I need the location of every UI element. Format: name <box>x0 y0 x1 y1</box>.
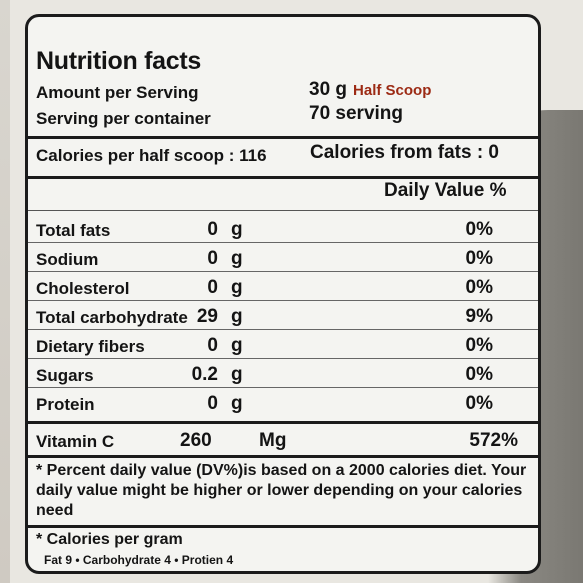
row-divider <box>28 358 538 359</box>
nutrient-amount: 29 <box>196 306 218 327</box>
vitamin-name: Vitamin C <box>36 432 115 451</box>
nutrient-amount: 0.2 <box>191 364 218 385</box>
nutrient-daily-value: 0% <box>465 277 493 298</box>
nutrient-name: Total fats <box>36 221 111 240</box>
nutrient-row-total-fats: Total fats 0 g 0% <box>28 214 538 243</box>
nutrient-row-total-carbohydrate: Total carbohydrate 29 g 9% <box>28 301 538 330</box>
divider <box>28 176 538 179</box>
row-divider <box>28 300 538 301</box>
divider <box>28 210 538 211</box>
nutrient-row-dietary-fibers: Dietary fibers 0 g 0% <box>28 330 538 359</box>
nutrient-daily-value: 0% <box>465 219 493 240</box>
divider <box>28 421 538 424</box>
nutrient-amount: 0 <box>207 277 218 298</box>
daily-value-footnote: * Percent daily value (DV%)is based on a… <box>36 462 527 519</box>
label-title: Nutrition facts <box>36 47 201 75</box>
nutrient-name: Dietary fibers <box>36 337 145 356</box>
calories-from-fats: Calories from fats : 0 <box>310 142 499 163</box>
nutrient-daily-value: 0% <box>465 248 493 269</box>
servings-label: Serving per container <box>36 109 211 128</box>
nutrient-unit: g <box>231 335 243 356</box>
background-edge <box>0 0 10 583</box>
row-divider <box>28 329 538 330</box>
nutrient-daily-value: 0% <box>465 364 493 385</box>
amount-per-serving-label: Amount per Serving <box>36 83 199 102</box>
nutrient-amount: 0 <box>207 393 218 414</box>
nutrient-daily-value: 9% <box>465 306 493 327</box>
nutrient-unit: g <box>231 393 243 414</box>
nutrient-name: Protein <box>36 395 95 414</box>
nutrient-daily-value: 0% <box>465 335 493 356</box>
calories-per-half-scoop: Calories per half scoop : 116 <box>36 146 267 165</box>
daily-value-header: Daily Value % <box>384 180 507 201</box>
nutrient-unit: g <box>231 306 243 327</box>
nutrient-amount: 0 <box>207 248 218 269</box>
nutrient-row-cholesterol: Cholesterol 0 g 0% <box>28 272 538 301</box>
divider <box>28 136 538 139</box>
vitamin-c-row: Vitamin C 260 Mg 572% <box>28 425 538 455</box>
nutrient-row-sodium: Sodium 0 g 0% <box>28 243 538 272</box>
nutrient-row-protein: Protein 0 g 0% <box>28 388 538 417</box>
calories-per-gram-label: * Calories per gram <box>36 531 183 548</box>
nutrient-row-sugars: Sugars 0.2 g 0% <box>28 359 538 388</box>
nutrient-unit: g <box>231 364 243 385</box>
calories-per-gram-values: Fat 9 • Carbohydrate 4 • Protien 4 <box>44 553 234 567</box>
divider <box>28 525 538 528</box>
row-divider <box>28 242 538 243</box>
nutrient-daily-value: 0% <box>465 393 493 414</box>
divider <box>28 455 538 458</box>
row-divider <box>28 387 538 388</box>
nutrient-name: Cholesterol <box>36 279 130 298</box>
half-scoop-note: Half Scoop <box>353 82 432 99</box>
nutrient-name: Sodium <box>36 250 99 269</box>
serving-size: 30 g <box>309 79 348 100</box>
nutrient-unit: g <box>231 277 243 298</box>
vitamin-unit: Mg <box>259 430 287 451</box>
nutrient-name: Sugars <box>36 366 94 385</box>
nutrient-unit: g <box>231 248 243 269</box>
nutrient-amount: 0 <box>207 219 218 240</box>
vitamin-daily-value: 572% <box>469 430 518 451</box>
nutrition-label: Nutrition facts Amount per Serving 30 g H… <box>25 14 541 574</box>
vitamin-amount: 260 <box>180 430 212 451</box>
row-divider <box>28 271 538 272</box>
nutrient-name: Total carbohydrate <box>36 308 188 327</box>
servings-value: 70 serving <box>309 103 403 124</box>
amount-per-serving-value: 30 g Half Scoop <box>309 79 431 101</box>
nutrient-amount: 0 <box>207 335 218 356</box>
nutrient-unit: g <box>231 219 243 240</box>
